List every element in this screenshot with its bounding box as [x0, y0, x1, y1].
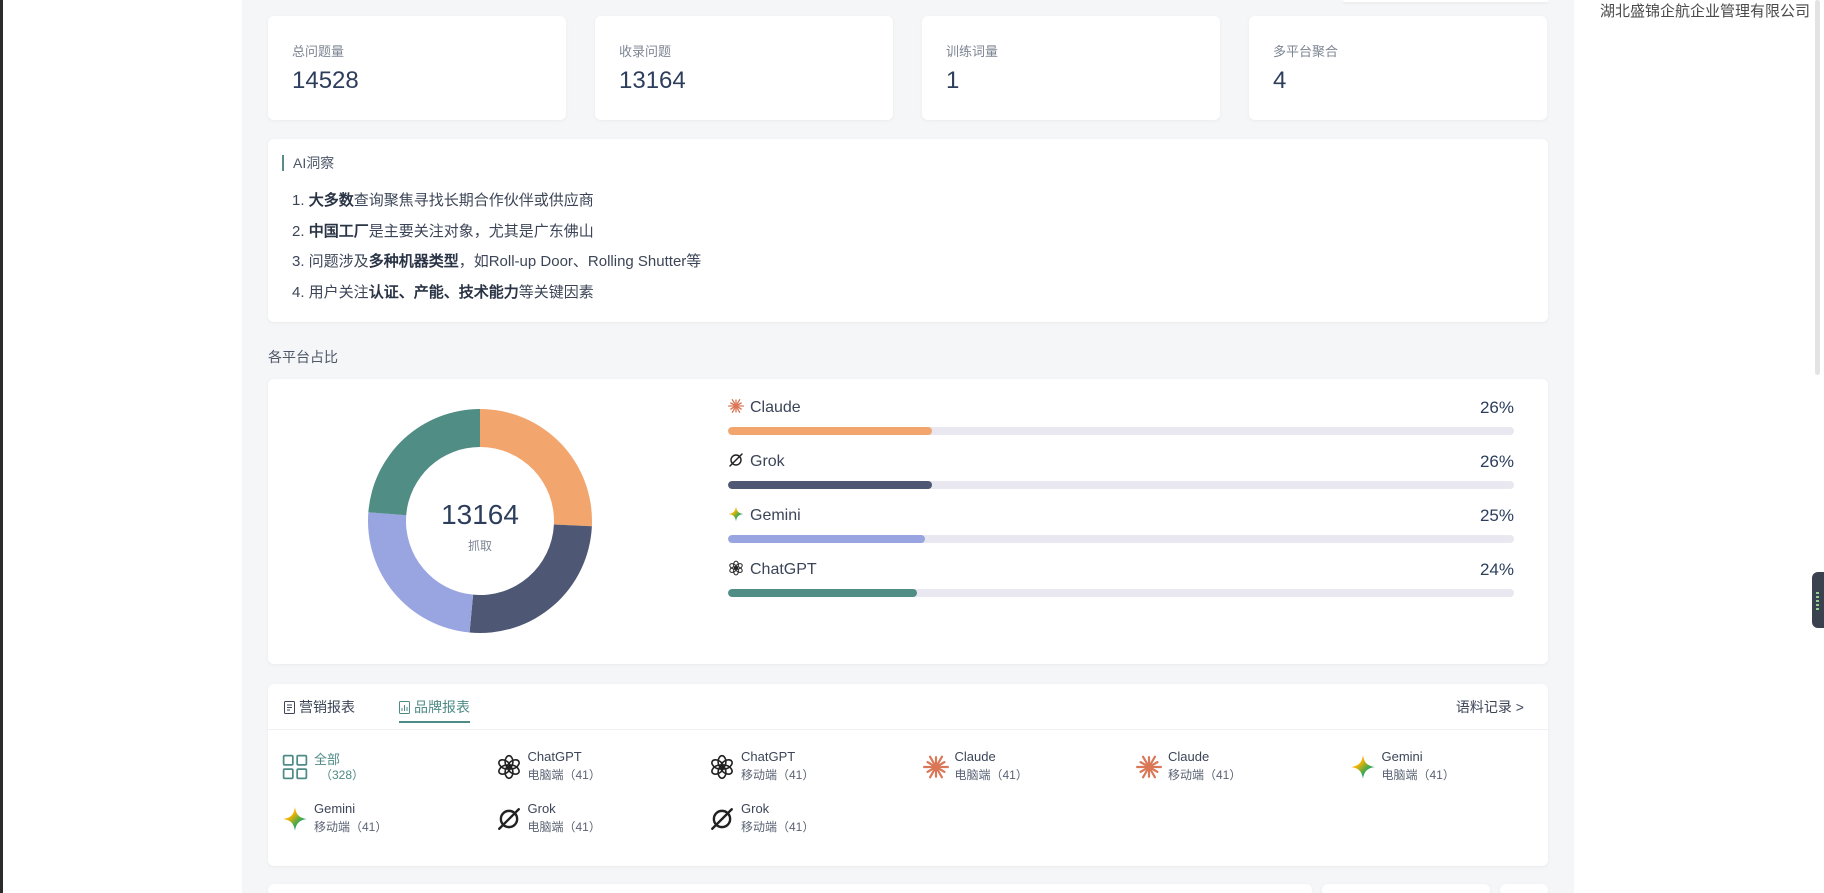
company-name: 湖北盛锦企航企业管理有限公司 — [1600, 3, 1811, 18]
donut-slice-gemini[interactable] — [368, 512, 474, 633]
bar-fill — [728, 535, 925, 543]
bar-percent: 26% — [1479, 452, 1514, 471]
filter-count: 电脑端（41） — [527, 768, 601, 782]
filter-name: ChatGPT — [741, 749, 796, 764]
stat-label: 多平台聚合 — [1273, 44, 1339, 59]
stat-value: 13164 — [619, 67, 686, 94]
ai-insight-card: AI洞察 1. 大多数查询聚焦寻找长期合作伙伴或供应商 2. 中国工厂是主要关注… — [268, 139, 1548, 322]
chatgpt-icon — [497, 754, 520, 780]
filter-count: 移动端（41） — [741, 768, 815, 782]
grok-icon — [497, 808, 520, 830]
scrollbar-thumb[interactable] — [1815, 0, 1820, 375]
stat-value: 1 — [946, 67, 960, 94]
bar-label: Gemini — [750, 507, 801, 524]
ai-insight-title: AI洞察 — [282, 155, 334, 171]
ai-insight-item: 3. 问题涉及多种机器类型，如Roll-up Door、Rolling Shut… — [292, 253, 702, 270]
claude-icon — [1136, 755, 1162, 779]
grok-icon — [729, 453, 743, 467]
stat-value: 14528 — [292, 67, 359, 94]
ai-insight-item: 1. 大多数查询聚焦寻找长期合作伙伴或供应商 — [292, 192, 594, 209]
document-icon — [284, 700, 295, 714]
gemini-icon — [283, 807, 307, 831]
ai-insight-item: 4. 用户关注认证、产能、技术能力等关键因素 — [292, 283, 594, 301]
filter-name: ChatGPT — [527, 749, 582, 764]
filter-count: 移动端（41） — [314, 820, 388, 834]
platform-bar-claude: Claude 26% — [728, 397, 1514, 451]
stat-card-total-questions: 总问题量 14528 — [268, 16, 566, 120]
platform-share-title: 各平台占比 — [268, 349, 338, 365]
donut-label: 抓取 — [467, 539, 492, 553]
stat-card-training-words: 训练词量 1 — [922, 16, 1220, 120]
bar-fill — [728, 589, 917, 597]
bottom-card — [1500, 884, 1548, 893]
filter-count: （328） — [320, 768, 365, 782]
ai-insight-list: 1. 大多数查询聚焦寻找长期合作伙伴或供应商 2. 中国工厂是主要关注对象，尤其… — [292, 191, 701, 313]
platform-bar-gemini: Gemini 25% — [728, 505, 1514, 559]
donut-slice-grok[interactable] — [469, 524, 592, 633]
stat-card-included-questions: 收录问题 13164 — [595, 16, 893, 120]
top-dropdown-stub — [1343, 0, 1549, 2]
stat-value: 4 — [1273, 67, 1287, 94]
bar-percent: 25% — [1479, 506, 1514, 525]
bar-track — [728, 535, 1514, 543]
window-left-edge — [0, 0, 3, 893]
bar-percent: 24% — [1479, 560, 1514, 579]
stat-label: 训练词量 — [946, 44, 999, 59]
bar-percent: 26% — [1479, 398, 1514, 417]
bar-label: Grok — [750, 453, 785, 470]
filter-name: Grok — [741, 801, 770, 816]
bar-track — [728, 427, 1514, 435]
filter-name: Grok — [527, 801, 556, 816]
filter-name: 全部 — [314, 752, 341, 767]
claude-icon — [728, 399, 744, 413]
filter-name: Claude — [1168, 749, 1210, 764]
platform-donut-chart — [368, 409, 592, 633]
chatgpt-icon — [729, 560, 743, 576]
donut-slice-claude[interactable] — [480, 409, 592, 527]
claude-icon — [922, 755, 949, 779]
platform-share-card: 13164 抓取 Claude 26% Grok 26% Gemini 25% ChatGP… — [268, 379, 1548, 664]
ai-insight-item: 2. 中国工厂是主要关注对象，尤其是广东佛山 — [292, 222, 594, 240]
tabs-header: 营销报表 品牌报表 语料记录 > — [268, 684, 1548, 730]
bar-fill — [728, 427, 933, 435]
bar-track — [728, 481, 1514, 489]
stat-label: 收录问题 — [619, 44, 672, 59]
filter-count: 移动端（41） — [1168, 768, 1242, 782]
stat-label: 总问题量 — [292, 44, 345, 59]
filter-name: Claude — [954, 749, 996, 764]
grid-icon — [282, 754, 308, 780]
bar-fill — [728, 481, 933, 489]
tab-marketing-report[interactable]: 营销报表 — [284, 697, 355, 723]
filter-name: Gemini — [1381, 749, 1423, 764]
filter-count: 电脑端（41） — [954, 768, 1028, 782]
bar-track — [728, 589, 1514, 597]
donut-total: 13164 — [441, 499, 519, 530]
corpus-record-link[interactable]: 语料记录 > — [1455, 699, 1524, 715]
side-float-widget[interactable] — [1812, 572, 1824, 628]
platform-bars: Claude 26% Grok 26% Gemini 25% ChatGPT 24% — [728, 397, 1514, 613]
chatgpt-icon — [711, 754, 733, 780]
platform-bar-grok: Grok 26% — [728, 451, 1514, 505]
chart-icon — [399, 700, 410, 714]
report-tabs-card: 营销报表 品牌报表 语料记录 > 全部 （328） ChatGPT 电脑端（41） Ch… — [268, 684, 1548, 866]
gemini-icon — [728, 506, 744, 522]
bottom-card — [1322, 884, 1490, 893]
gemini-icon — [1350, 755, 1375, 779]
bottom-card — [268, 884, 1312, 893]
bar-label: Claude — [750, 399, 801, 416]
platform-bar-chatgpt: ChatGPT 24% — [728, 559, 1514, 613]
donut-center: 13164 抓取 — [368, 499, 592, 554]
bar-label: ChatGPT — [750, 561, 817, 578]
filter-count: 移动端（41） — [741, 820, 815, 834]
filter-count: 电脑端（41） — [527, 820, 601, 834]
stat-card-multi-platform: 多平台聚合 4 — [1249, 16, 1547, 120]
filter-name: Gemini — [314, 801, 356, 816]
grok-icon — [711, 808, 733, 830]
filter-count: 电脑端（41） — [1381, 768, 1455, 782]
tab-brand-report[interactable]: 品牌报表 — [399, 697, 470, 723]
donut-slice-chatgpt[interactable] — [368, 409, 480, 516]
